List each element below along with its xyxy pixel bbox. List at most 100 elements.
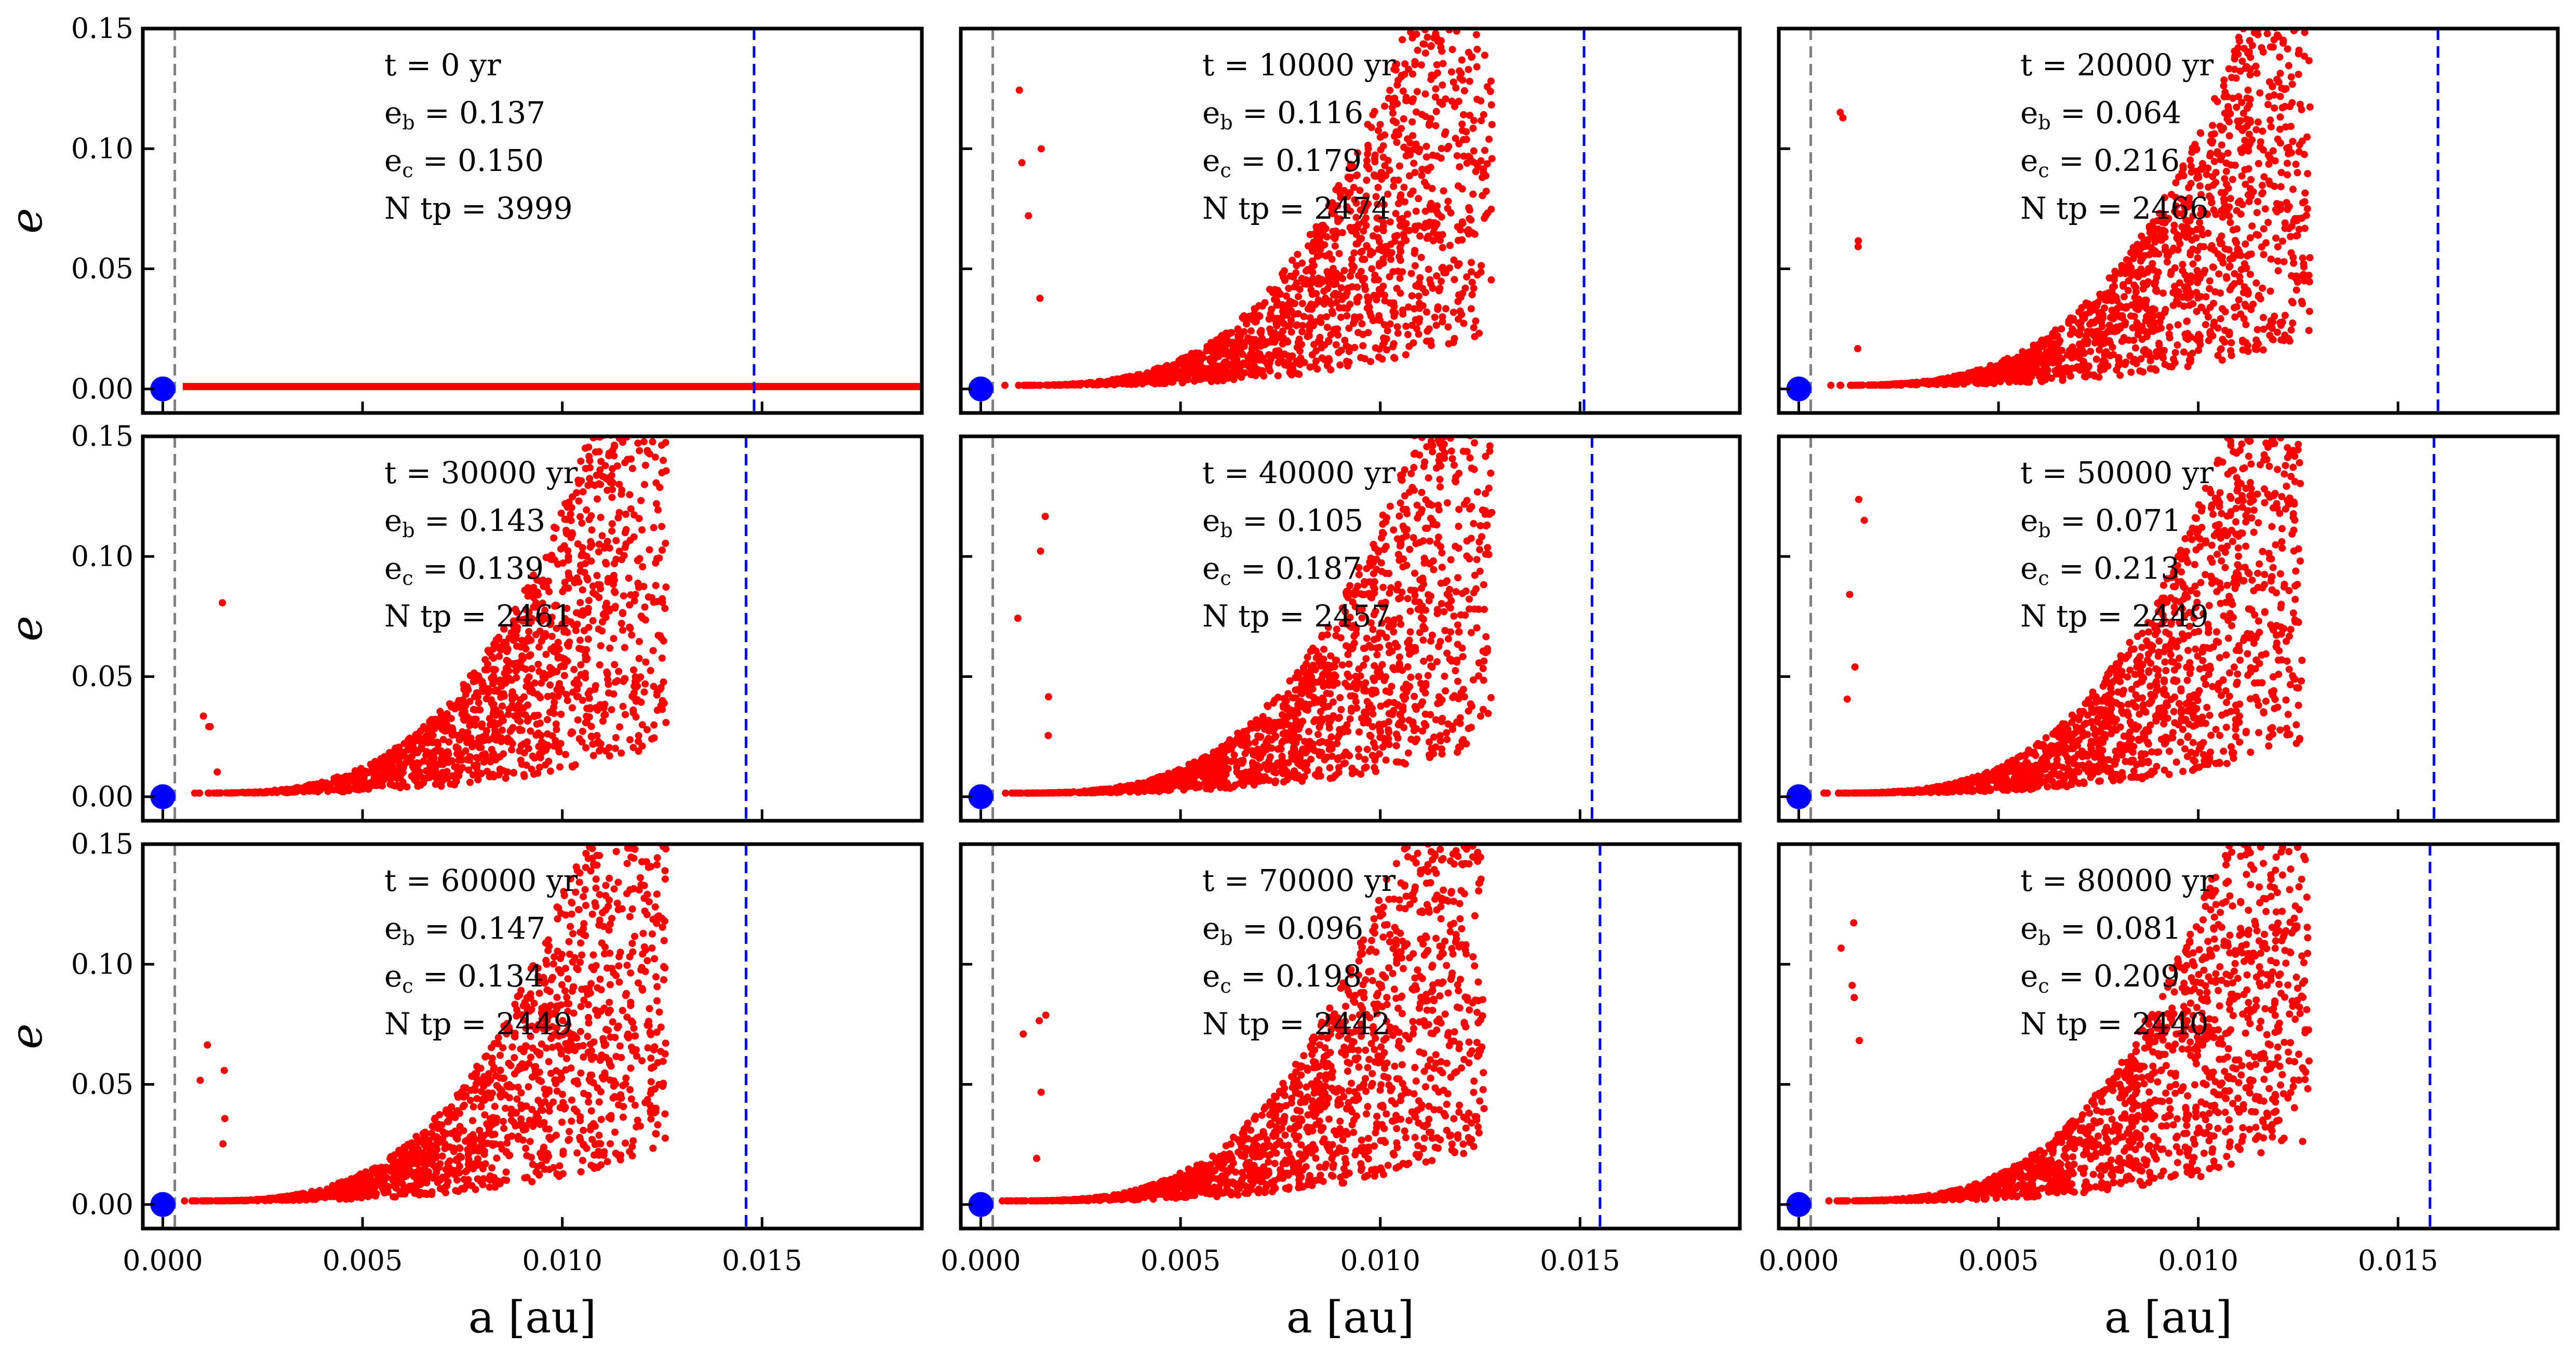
particle-point — [2278, 11, 2286, 19]
particle-point — [2129, 324, 2137, 332]
particle-point — [2229, 226, 2237, 234]
particle-point — [650, 524, 658, 531]
particle-point — [1288, 364, 1296, 372]
particle-point — [473, 754, 480, 762]
particle-point — [475, 699, 482, 706]
particle-point — [508, 746, 516, 754]
particle-point — [2265, 78, 2273, 86]
particle-point — [1480, 111, 1487, 118]
particle-point — [2247, 54, 2255, 61]
panel-frame — [141, 26, 924, 415]
particle-point — [2276, 92, 2284, 100]
particle-point — [2032, 356, 2040, 364]
particle-point — [1307, 286, 1315, 293]
particle-point — [2219, 253, 2226, 261]
particle-point — [1435, 4, 1442, 11]
particle-point — [1417, 253, 1425, 261]
particle-point — [1294, 250, 1302, 258]
particle-point — [632, 414, 639, 421]
particle-point — [1345, 660, 1353, 668]
particle-point — [598, 627, 606, 635]
particle-point — [583, 506, 591, 514]
particle-point — [1325, 745, 1333, 753]
particle-point — [1416, 232, 1424, 240]
particle-point — [2233, 303, 2240, 311]
particle-point — [1431, 313, 1439, 321]
particle-point — [595, 747, 603, 755]
particle-point — [504, 658, 512, 665]
particle-point — [613, 419, 620, 426]
particle-point — [534, 660, 542, 668]
particle-point — [2144, 236, 2152, 244]
particle-point — [1446, 242, 1454, 249]
particle-point — [2287, 249, 2295, 257]
particle-point — [612, 537, 620, 544]
particle-point — [1447, 447, 1455, 455]
particle-point — [534, 769, 542, 777]
particle-point — [1412, 145, 1419, 153]
particle-point — [544, 692, 552, 700]
particle-point — [575, 497, 583, 505]
particle-point — [2248, 136, 2256, 144]
particle-point — [564, 697, 571, 704]
particle-point — [1413, 30, 1420, 38]
particle-point — [499, 717, 507, 725]
particle-point — [594, 427, 601, 434]
particle-point — [583, 574, 591, 582]
particle-point — [610, 635, 618, 643]
particle-point — [1454, 223, 1461, 231]
particle-point — [557, 663, 565, 671]
particle-point — [1295, 370, 1303, 378]
panel-frame — [141, 434, 924, 823]
particle-point — [577, 561, 585, 569]
particle-point — [2243, 94, 2251, 102]
particle-point — [2283, 144, 2291, 152]
particle-point — [2248, 222, 2256, 230]
particle-point — [615, 481, 623, 488]
particle-point — [1390, 340, 1398, 348]
particle-point — [478, 678, 486, 686]
particle-point — [399, 764, 407, 771]
ntp-label: N tp = 2474 — [1202, 191, 1391, 226]
particle-point — [384, 760, 392, 768]
particle-point — [1410, 464, 1418, 472]
particle-point — [436, 760, 444, 768]
particle-point — [2192, 234, 2200, 242]
particle-point — [2119, 282, 2127, 290]
particle-point — [1380, 102, 1388, 110]
particle-point — [567, 517, 575, 525]
particle-point — [469, 705, 477, 713]
particle-point — [1388, 249, 1396, 257]
particle-point — [2288, 149, 2296, 157]
particle-point — [1469, 158, 1477, 166]
particle-point — [2187, 272, 2195, 280]
particle-point — [2224, 149, 2232, 157]
particle-point — [2233, 207, 2240, 215]
particle-point — [2290, 259, 2298, 267]
particle-point — [2225, 331, 2233, 339]
particle-point — [1383, 346, 1390, 354]
particle-point — [525, 745, 532, 753]
particle-point — [578, 519, 586, 527]
particle-point — [1311, 318, 1319, 326]
particle-point — [1433, 272, 1441, 280]
particle-point — [2092, 355, 2100, 363]
particle-point — [1027, 381, 1035, 389]
particle-point — [1430, 236, 1438, 244]
particle-point — [603, 668, 611, 676]
particle-point — [1367, 619, 1375, 627]
particle-point — [1223, 359, 1230, 367]
particle-point — [386, 775, 394, 783]
particle-point — [2174, 321, 2182, 329]
particle-point — [1306, 327, 1313, 335]
particle-point — [2299, 199, 2306, 207]
particle-point — [2025, 378, 2033, 386]
particle-point — [2133, 269, 2141, 276]
particle-point — [2206, 277, 2213, 285]
particle-point — [2073, 363, 2081, 371]
particle-point — [2243, 264, 2250, 272]
particle-point — [1483, 83, 1491, 91]
particle-point — [1377, 146, 1385, 154]
particle-point — [1426, 10, 1433, 17]
